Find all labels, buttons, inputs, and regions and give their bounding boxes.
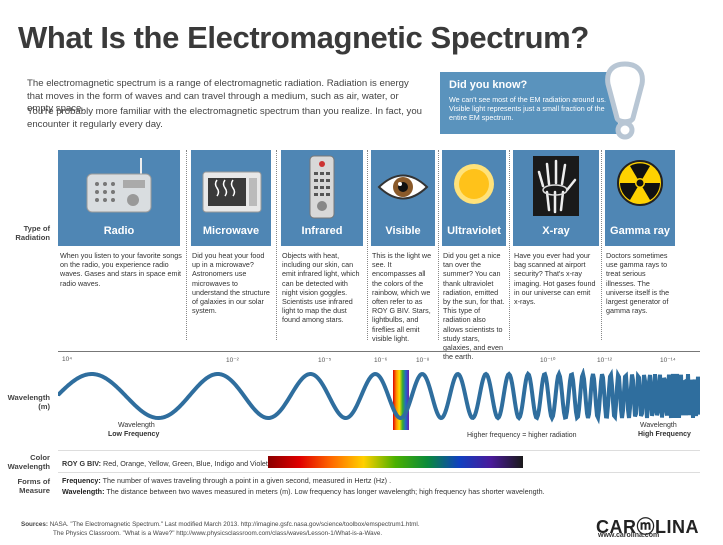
panel-gamma-ray-label: Gamma ray <box>610 225 670 237</box>
sources: Sources: NASA. "The Electromagnetic Spec… <box>21 520 420 538</box>
wave-annotation-high-wavelength: Wavelength <box>640 422 677 429</box>
panel-gamma-ray: Gamma ray <box>605 150 675 246</box>
description-ultraviolet: Did you get a nice tan over the summer? … <box>443 251 505 362</box>
divider <box>58 472 700 473</box>
panel-microwave-label: Microwave <box>202 225 260 237</box>
frequency-label: Frequency: <box>62 476 101 485</box>
remote-control-icon <box>309 155 335 219</box>
em-wave-graphic <box>58 368 700 430</box>
wavelength-definition: Wavelength: The distance between two wav… <box>62 487 545 496</box>
panel-visible-label: Visible <box>385 225 421 237</box>
wavelength-axis-line <box>58 351 700 352</box>
description-radio: When you listen to your favorite songs o… <box>60 251 182 288</box>
radio-icon <box>86 158 152 213</box>
panel-radio-label: Radio <box>103 225 135 237</box>
source-2: The Physics Classroom. "What is a Wave?"… <box>53 530 383 537</box>
divider <box>367 150 368 340</box>
description-visible: This is the light we see. It encompasses… <box>372 251 432 343</box>
panel-xray: X-ray <box>513 150 599 246</box>
page-title: What Is the Electromagnetic Spectrum? <box>18 20 589 55</box>
carolina-url: www.carolina.com <box>598 532 660 539</box>
eye-icon <box>377 174 429 200</box>
intro-paragraph-1: The electromagnetic spectrum is a range … <box>27 78 409 114</box>
description-xray: Have you ever had your bag scanned at ai… <box>514 251 596 307</box>
exclamation-icon <box>605 61 645 140</box>
roygbiv-label: ROY G BIV: <box>62 459 102 468</box>
panel-infrared: Infrared <box>281 150 363 246</box>
wave-annotation-low-frequency: Low Frequency <box>108 431 160 438</box>
did-you-know-box: Did you know? We can't see most of the E… <box>440 72 618 134</box>
wave-annotation-middle: Higher frequency = higher radiation <box>467 432 577 439</box>
divider <box>276 150 277 340</box>
visible-spectrum-bar <box>268 456 523 468</box>
panel-xray-label: X-ray <box>542 225 570 237</box>
wavelength-tick: 10⁻² <box>226 357 239 364</box>
divider <box>438 150 439 340</box>
row-label-forms-of-measure: Forms of Measure <box>17 477 51 495</box>
description-infrared: Objects with heat, including our skin, c… <box>282 251 360 325</box>
hand-xray-icon <box>533 156 579 216</box>
row-label-color-wavelength: Color Wavelength <box>7 453 50 471</box>
carolina-logo: CARⓜLINA <box>596 517 699 537</box>
row-label-wavelength: Wavelength (m) <box>7 393 50 411</box>
microwave-oven-icon <box>202 171 262 213</box>
panel-visible: Visible <box>371 150 435 246</box>
source-1: NASA. "The Electromagnetic Spectrum." La… <box>49 521 420 528</box>
wavelength-tick: 10⁻⁸ <box>416 357 430 364</box>
panel-radio: Radio <box>58 150 180 246</box>
description-microwave: Did you heat your food up in a microwave… <box>192 251 270 316</box>
wave-path <box>58 368 700 425</box>
visible-light-band <box>393 370 409 430</box>
panel-ultraviolet: Ultraviolet <box>442 150 506 246</box>
divider <box>186 150 187 340</box>
did-you-know-body: We can't see most of the EM radiation ar… <box>449 95 607 122</box>
wavelength-tick: 10⁻¹⁰ <box>540 357 556 364</box>
divider <box>58 450 700 451</box>
wavelength-tick: 10⁻¹⁴ <box>660 357 676 364</box>
sun-icon <box>454 164 494 204</box>
divider <box>601 150 602 340</box>
color-wavelength-text: ROY G BIV: Red, Orange, Yellow, Green, B… <box>62 459 268 468</box>
wavelength-tick: 10⁻⁶ <box>374 357 388 364</box>
description-gamma-ray: Doctors sometimes use gamma rays to trea… <box>606 251 670 316</box>
wavelength-tick: 10⁴ <box>62 356 73 363</box>
roygbiv-colors: Red, Orange, Yellow, Green, Blue, Indigo… <box>103 459 268 468</box>
wave-annotation-high-frequency: High Frequency <box>638 431 691 438</box>
row-label-type: Type of Radiation <box>15 224 50 242</box>
radiation-hazard-icon <box>617 160 663 206</box>
sources-label: Sources: <box>21 521 48 528</box>
wavelength-label: Wavelength: <box>62 487 105 496</box>
frequency-text: The number of waves traveling through a … <box>102 476 392 485</box>
panel-infrared-label: Infrared <box>301 225 343 237</box>
wave-annotation-low-wavelength: Wavelength <box>118 422 155 429</box>
did-you-know-heading: Did you know? <box>449 79 528 91</box>
wavelength-tick: 10⁻⁵ <box>318 357 332 364</box>
wavelength-tick: 10⁻¹² <box>597 357 612 364</box>
frequency-definition: Frequency: The number of waves traveling… <box>62 476 391 485</box>
divider <box>509 150 510 340</box>
wavelength-text: The distance between two waves measured … <box>106 487 545 496</box>
intro-paragraph-2: You're probably more familiar with the e… <box>27 106 423 130</box>
panel-microwave: Microwave <box>191 150 271 246</box>
panel-ultraviolet-label: Ultraviolet <box>447 225 501 237</box>
